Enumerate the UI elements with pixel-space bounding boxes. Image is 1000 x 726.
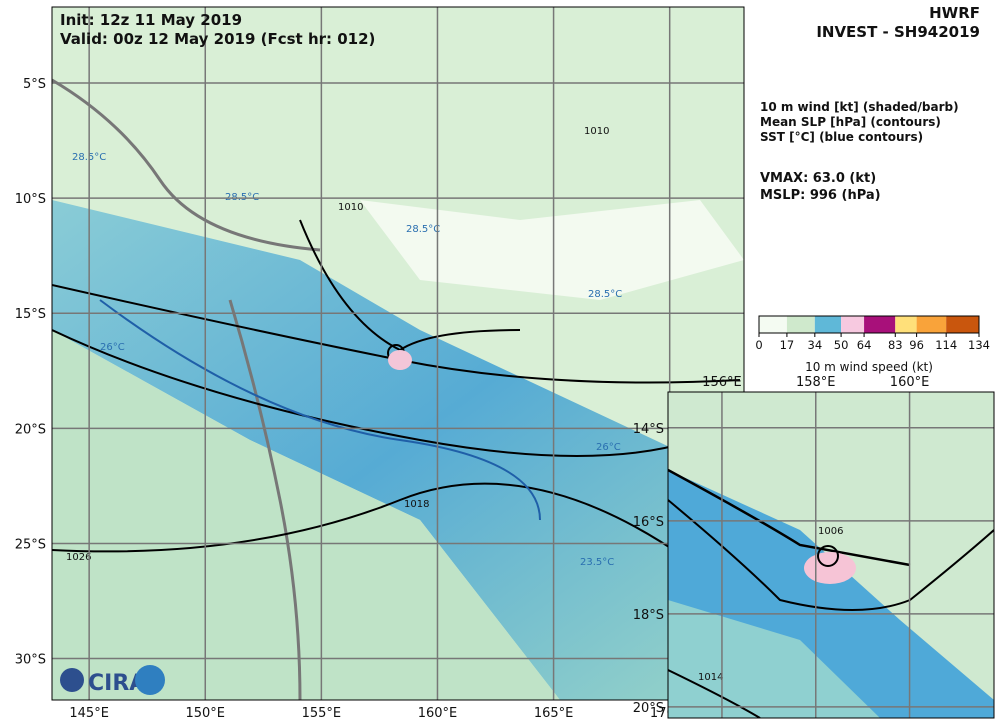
colorbar-frame (758, 315, 980, 334)
lat-tick-label: 18°S (633, 608, 664, 623)
legend-line: Mean SLP [hPa] (contours) (760, 115, 941, 129)
lat-tick-label: 25°S (15, 537, 46, 552)
colorbar-tick-label: 96 (909, 338, 924, 352)
colorbar-tick-label: 64 (857, 338, 872, 352)
colorbar-tick-label: 17 (780, 338, 795, 352)
colorbar-segment (864, 316, 896, 333)
main-map: 1010 1010 1018 1026 28.5°C 28.5°C 28.5°C… (52, 7, 744, 700)
lon-tick-label: 145°E (69, 706, 109, 721)
lon-tick-label: 156°E (702, 375, 742, 390)
lat-tick-label: 10°S (15, 192, 46, 207)
contour-label: 1006 (818, 526, 843, 537)
legend-line: 10 m wind [kt] (shaded/barb) (760, 100, 959, 114)
lat-tick-label: 15°S (15, 307, 46, 322)
colorbar-tick-label: 50 (834, 338, 849, 352)
contour-label: 1018 (404, 499, 429, 510)
lat-tick-label: 20°S (633, 701, 664, 716)
vmax: VMAX: 63.0 (kt) (760, 171, 876, 186)
colorbar-tick-label: 83 (888, 338, 903, 352)
colorbar-label: 10 m wind speed (kt) (805, 360, 933, 374)
inset-map: 1006 1014 (668, 392, 994, 718)
lat-tick-label: 30°S (15, 653, 46, 668)
contour-label: 23.5°C (580, 557, 614, 568)
colorbar-segment (895, 316, 917, 333)
map-frame (51, 6, 745, 701)
colorbar-segment (946, 316, 979, 333)
colorbar-segment (916, 316, 947, 333)
contour-label: 26°C (596, 442, 621, 453)
storm-name: INVEST - SH942019 (816, 23, 980, 41)
lat-tick-label: 20°S (15, 422, 46, 437)
valid-time: Valid: 00z 12 May 2019 (Fcst hr: 012) (60, 30, 375, 48)
lat-tick-label: 14°S (633, 422, 664, 437)
lon-tick-label: 160°E (890, 375, 930, 390)
inset-frame (667, 391, 995, 719)
colorbar-tick-label: 114 (935, 338, 957, 352)
logo: CIRA (60, 665, 165, 696)
colorbar-segment (759, 316, 787, 333)
lon-tick-label: 150°E (185, 706, 225, 721)
lat-tick-label: 5°S (23, 77, 46, 92)
contour-label: 1010 (584, 126, 609, 137)
lon-tick-label: 160°E (418, 706, 458, 721)
contour-label: 28.5°C (588, 289, 622, 300)
contour-label: 28.5°C (406, 224, 440, 235)
contour-label: 1014 (698, 672, 723, 683)
lat-tick-label: 16°S (633, 515, 664, 530)
legend-line: SST [°C] (blue contours) (760, 130, 923, 144)
lon-tick-label: 158°E (796, 375, 836, 390)
colorbar-segment (814, 316, 842, 333)
contour-label: 1026 (66, 552, 91, 563)
lon-tick-label: 165°E (534, 706, 574, 721)
lon-tick-label: 155°E (302, 706, 342, 721)
mslp: MSLP: 996 (hPa) (760, 188, 881, 203)
colorbar-tick-label: 0 (755, 338, 762, 352)
colorbar-segment (786, 316, 815, 333)
init-time: Init: 12z 11 May 2019 (60, 11, 242, 29)
colorbar-tick-label: 34 (808, 338, 823, 352)
colorbar-tick-label: 134 (968, 338, 990, 352)
contour-label: 1010 (338, 202, 363, 213)
contour-label: 26°C (100, 342, 125, 353)
model-name: HWRF (929, 4, 980, 22)
colorbar-segment (841, 316, 865, 333)
